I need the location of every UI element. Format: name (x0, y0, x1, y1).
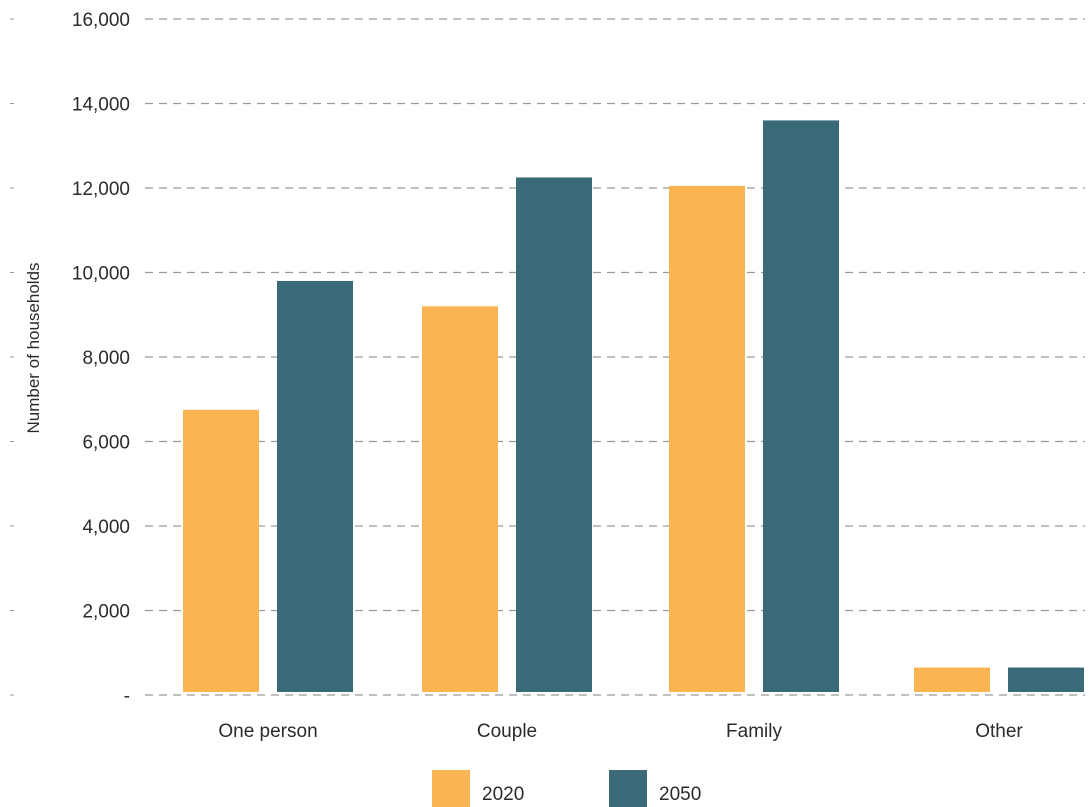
y-tick-label: - (124, 686, 130, 707)
bar-2050-one-person (277, 280, 353, 692)
bar-2050-other (1008, 667, 1084, 692)
y-tick-label: 10,000 (72, 264, 130, 285)
y-tick-label: 12,000 (72, 179, 130, 200)
bars (183, 120, 1084, 692)
x-category-label: Family (726, 721, 782, 742)
legend-swatch-2050 (609, 770, 647, 807)
y-tick-label: 8,000 (82, 348, 130, 369)
y-tick-label: 4,000 (82, 517, 130, 538)
x-category-label: Other (975, 721, 1023, 742)
legend-swatch-2020 (432, 770, 470, 807)
y-tick-label: 14,000 (72, 95, 130, 116)
y-tick-label: 6,000 (82, 433, 130, 454)
legend: 2020 2050 (432, 770, 701, 807)
bar-2050-family (763, 120, 839, 692)
bar-2020-family (669, 185, 745, 692)
bar-2020-one-person (183, 409, 259, 692)
y-tick-label: 16,000 (72, 10, 130, 31)
x-axis-labels: One person Couple Family Other (218, 721, 1023, 742)
y-axis-title: Number of households (24, 262, 43, 433)
bar-2020-couple (422, 306, 498, 692)
x-category-label: One person (218, 721, 317, 742)
x-category-label: Couple (477, 721, 537, 742)
bar-2050-couple (516, 177, 592, 692)
y-tick-label: 2,000 (82, 602, 130, 623)
legend-label-2020: 2020 (482, 784, 524, 805)
bar-2020-other (914, 667, 990, 692)
legend-label-2050: 2050 (659, 784, 701, 805)
y-axis-ticks: - 2,000 4,000 6,000 8,000 10,000 12,000 14,000 1… (10, 10, 130, 707)
